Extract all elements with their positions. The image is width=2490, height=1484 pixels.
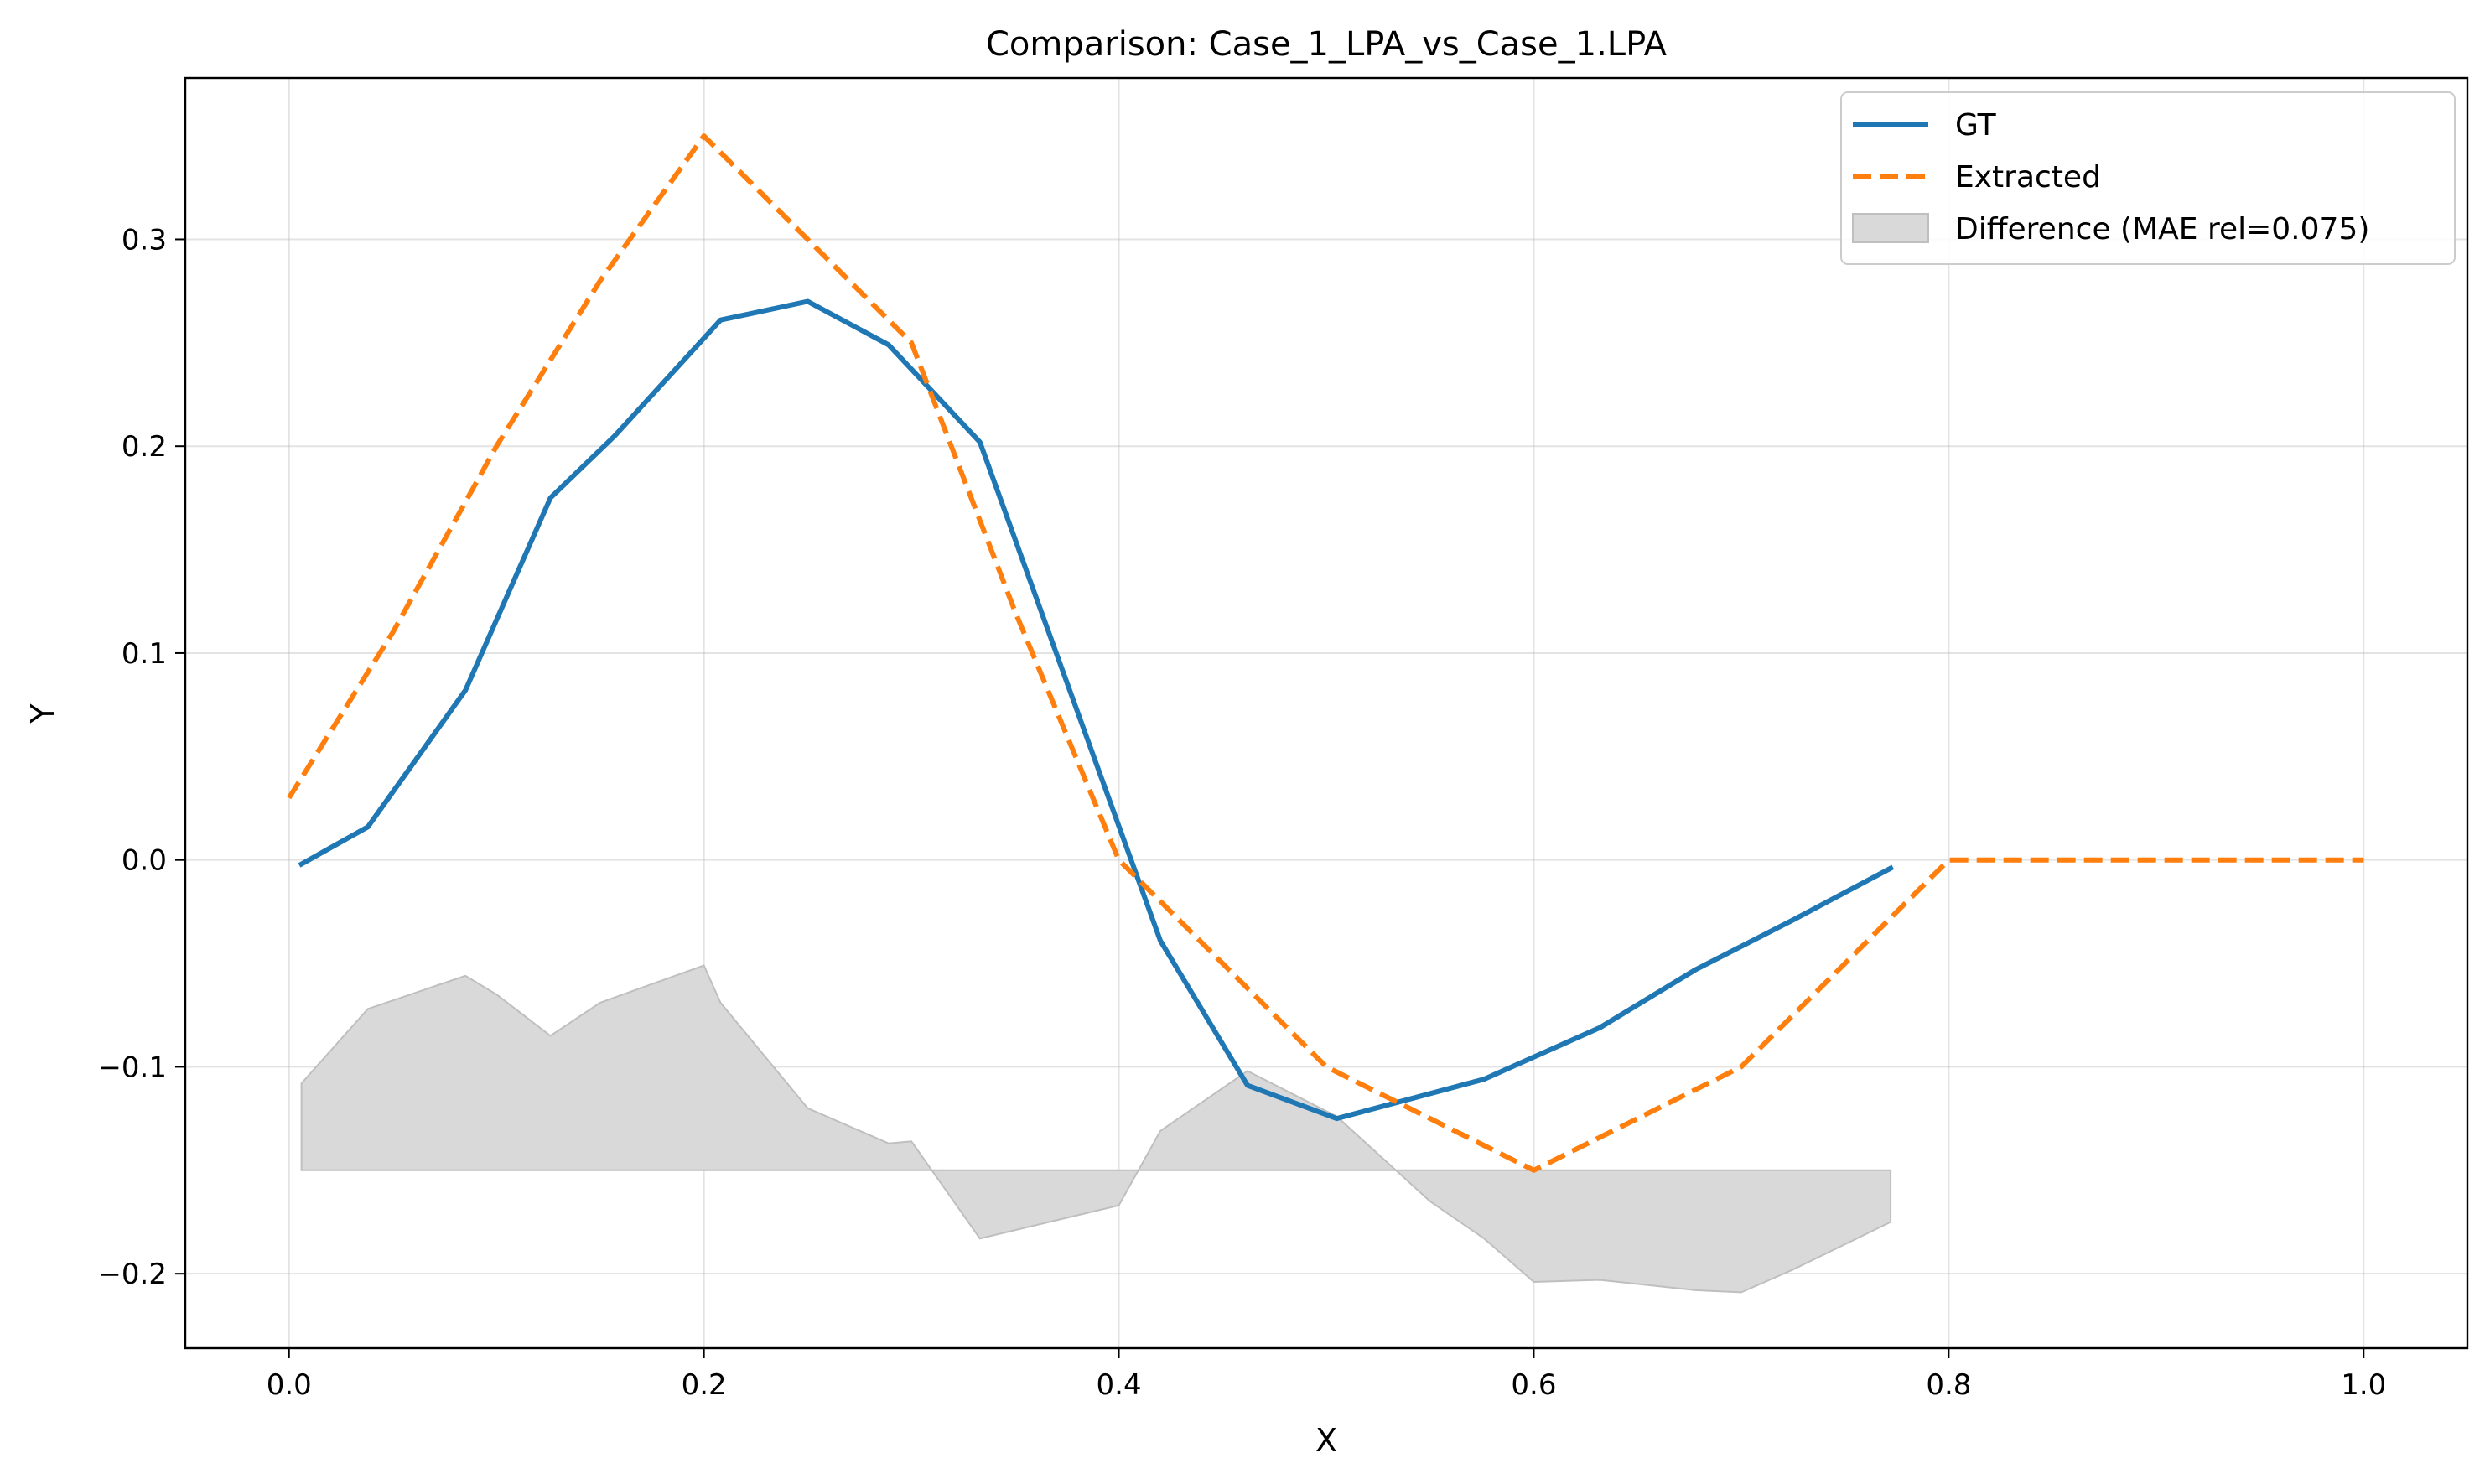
- x-tick-label: 0.6: [1511, 1368, 1556, 1402]
- chart-title: Comparison: Case_1_LPA_vs_Case_1.LPA: [986, 25, 1668, 64]
- series-lines-layer: [287, 133, 2364, 1173]
- x-tick-label: 0.0: [267, 1368, 312, 1402]
- difference-fill-layer: [300, 964, 1892, 1294]
- y-tick-label: 0.3: [122, 223, 167, 257]
- y-tick-label: 0.2: [122, 430, 167, 464]
- legend-box: [1840, 91, 2456, 265]
- y-tick-label: 0.1: [122, 637, 167, 671]
- x-tick-label: 1.0: [2341, 1368, 2386, 1402]
- legend-entry-label: GT: [1955, 108, 1997, 143]
- gt-series-line: [298, 298, 1895, 1122]
- x-tick-label: 0.2: [682, 1368, 727, 1402]
- legend: GT Extracted Difference (MAE rel=0.075): [1840, 91, 2456, 265]
- legend-swatch-difference: [1852, 213, 1929, 243]
- x-tick-label: 0.8: [1926, 1368, 1971, 1402]
- x-tick-label: 0.4: [1097, 1368, 1142, 1402]
- y-tick-label: −0.2: [97, 1258, 167, 1291]
- x-axis-label: X: [1315, 1422, 1337, 1459]
- legend-entry-label: Extracted: [1955, 160, 2101, 195]
- y-tick-label: 0.0: [122, 844, 167, 878]
- difference-area: [300, 964, 1892, 1294]
- plot-frame: [184, 76, 2469, 1350]
- extracted-series-line: [287, 133, 2364, 1173]
- legend-entry-label: Difference (MAE rel=0.075): [1955, 212, 2369, 246]
- axis-ticks: 0.0 0.2 0.4 0.6 0.8 1.0 −0.2 −0.1 0.0 0.1 0.2 0.3: [97, 223, 2386, 1402]
- y-tick-label: −0.1: [97, 1051, 167, 1084]
- y-axis-label: Y: [24, 703, 61, 724]
